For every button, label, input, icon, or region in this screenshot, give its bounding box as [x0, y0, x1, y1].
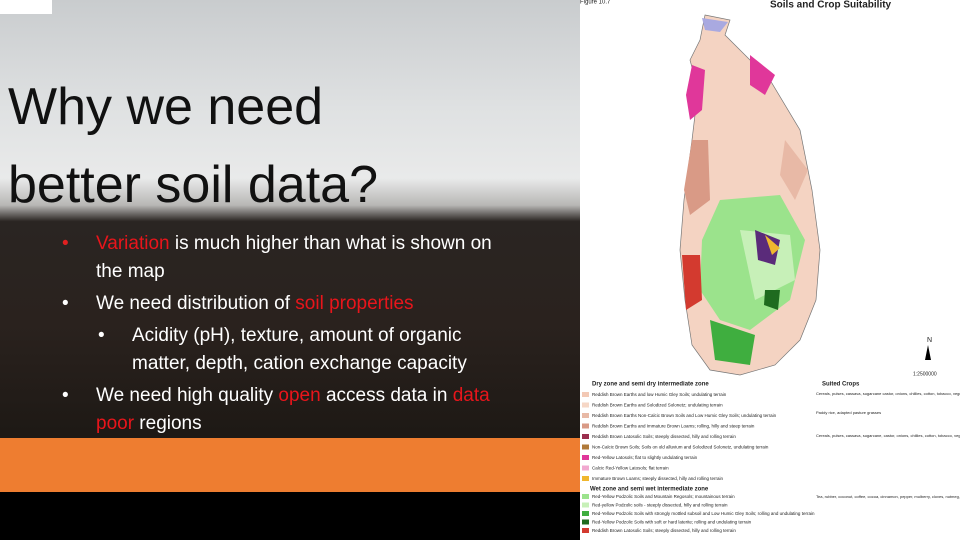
legend-swatch	[582, 444, 589, 450]
bullet: We need high quality open access data in…	[62, 382, 522, 438]
legend-label: Red-Yellow Latosols; flat to slightly un…	[592, 455, 698, 460]
bullet-text: We need high quality	[96, 385, 279, 406]
crop-text: Cereals, pulses, cassava, sugarcane cast…	[816, 391, 960, 396]
legend-header: Suited Crops	[822, 382, 860, 388]
legend-label: Red-Yellow Podzolic Soils with soft or h…	[592, 520, 752, 525]
legend-swatch	[582, 423, 589, 429]
title-line: better soil data?	[8, 156, 379, 214]
legend-swatch	[582, 392, 589, 397]
bullet: Acidity (pH), texture, amount of organic…	[98, 322, 522, 378]
bullet: Variation is much higher than what is sh…	[62, 230, 522, 286]
map-title: Soils and Crop Suitability	[770, 0, 892, 11]
crop-text: Cereals, pulses, cassava, sugarcane, cas…	[816, 433, 960, 438]
legend-label: Reddish Brown Latosolic Soils; steeply d…	[592, 528, 736, 533]
bullet-text: We need distribution of	[96, 293, 296, 314]
crop-text: Tea, rubber, coconut, coffee, cocoa, cin…	[816, 494, 960, 499]
legend-header: Dry zone and semi dry intermediate zone	[592, 382, 709, 388]
bullet-text: regions	[134, 413, 202, 434]
legend-label: Non-Calcic Brown Soils; Soils on old all…	[592, 445, 769, 450]
legend-label: Reddish Brown Earths and low Humic Gley …	[592, 392, 727, 397]
corner-box	[0, 0, 52, 14]
slide-title: Why we need better soil data?	[8, 68, 378, 224]
legend-swatch	[582, 455, 589, 460]
legend: Reddish Brown Earths and low Humic Gley …	[582, 391, 960, 533]
bullet-text: is much higher than what is shown on the…	[96, 233, 492, 282]
legend-swatch	[582, 519, 589, 525]
bullet-text: access data in	[320, 385, 453, 406]
legend-swatch	[582, 511, 589, 516]
title-line: Why we need	[8, 78, 324, 136]
legend-label: Immature Brown Loams; steeply dissected,…	[592, 476, 724, 481]
legend-swatch	[582, 502, 589, 508]
legend-label: Calcic Red-Yellow Latosols; flat terrain	[592, 466, 669, 471]
bullet-text: Variation	[96, 233, 170, 254]
island	[679, 14, 821, 376]
legend-label: Reddish Brown Latosolic Soils; steeply d…	[592, 434, 736, 439]
legend-label: Reddish Brown Earths and Immature Brown …	[592, 424, 755, 429]
bullet: We need distribution of soil properties	[62, 290, 522, 318]
north-label: N	[927, 337, 932, 344]
scale-label: 1:2500000	[913, 371, 937, 377]
legend-swatch	[582, 434, 589, 439]
figure-label: Figure 10.7	[580, 0, 611, 6]
legend-swatch	[582, 476, 589, 481]
bullet-text: data poor	[96, 385, 490, 434]
soil-map: Figure 10.7 Soils and Crop Suitability N…	[580, 0, 960, 540]
bullet-text: Acidity (pH), texture, amount of organic…	[132, 325, 467, 374]
bullet-list: Variation is much higher than what is sh…	[62, 230, 522, 442]
legend-swatch	[582, 413, 589, 418]
bullet-text: soil properties	[295, 293, 414, 314]
legend-swatch	[582, 494, 589, 499]
legend-swatch	[582, 528, 589, 533]
legend-header: Wet zone and semi wet intermediate zone	[590, 487, 709, 493]
legend-label: Red-Yellow Podzolic Soils and Mountain R…	[592, 494, 735, 499]
black-band	[0, 492, 580, 540]
orange-band	[0, 438, 580, 492]
crop-text: Paddy rice, adapted pasture grasses	[816, 410, 881, 415]
legend-label: Red-yellow Podzolic soils - steeply diss…	[592, 503, 728, 508]
legend-label: Red-Yellow Podzolic Soils with strongly …	[592, 511, 815, 516]
legend-label: Reddish Brown Earths Non-Calcic Brown So…	[592, 413, 777, 418]
north-arrow	[925, 345, 931, 360]
legend-swatch	[582, 465, 589, 471]
legend-label: Reddish Brown Earths and Solodized Solon…	[592, 403, 723, 408]
bullet-text: open	[278, 385, 321, 406]
legend-swatch	[582, 402, 589, 408]
